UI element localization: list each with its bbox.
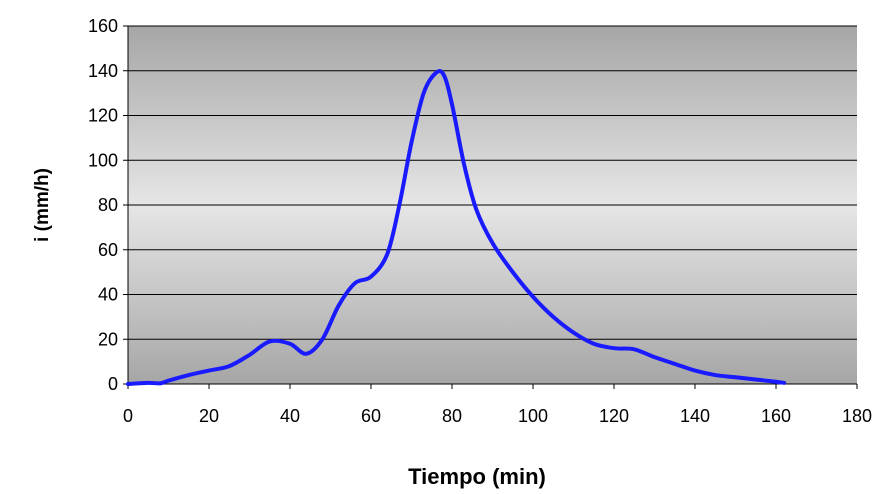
x-tick-labels: 0 20 40 60 80 100 120 140 160 180 bbox=[123, 384, 872, 426]
x-tick-label: 120 bbox=[599, 406, 629, 426]
x-tick-label: 100 bbox=[518, 406, 548, 426]
y-tick-label: 100 bbox=[88, 150, 118, 170]
y-tick-label: 40 bbox=[98, 285, 118, 305]
y-axis-label: i (mm/h) bbox=[32, 168, 53, 242]
y-tick-label: 0 bbox=[108, 374, 118, 394]
series-line-0 bbox=[126, 69, 787, 386]
x-tick-label: 180 bbox=[842, 406, 872, 426]
x-tick-label: 140 bbox=[680, 406, 710, 426]
x-tick-label: 80 bbox=[442, 406, 462, 426]
grid-lines bbox=[128, 25, 857, 340]
y-tick-label: 160 bbox=[88, 16, 118, 36]
series-layer bbox=[126, 69, 787, 386]
x-tick-label: 0 bbox=[123, 406, 133, 426]
y-tick-labels: 0 20 40 60 80 100 120 140 160 bbox=[88, 16, 128, 394]
y-tick-label: 140 bbox=[88, 61, 118, 81]
x-tick-label: 20 bbox=[199, 406, 219, 426]
x-tick-label: 40 bbox=[280, 406, 300, 426]
y-tick-label: 20 bbox=[98, 329, 118, 349]
x-tick-label: 60 bbox=[361, 406, 381, 426]
y-tick-label: 60 bbox=[98, 240, 118, 260]
y-tick-label: 80 bbox=[98, 195, 118, 215]
x-axis-label: Tiempo (min) bbox=[408, 464, 546, 489]
y-tick-label: 120 bbox=[88, 106, 118, 126]
x-tick-label: 160 bbox=[761, 406, 791, 426]
